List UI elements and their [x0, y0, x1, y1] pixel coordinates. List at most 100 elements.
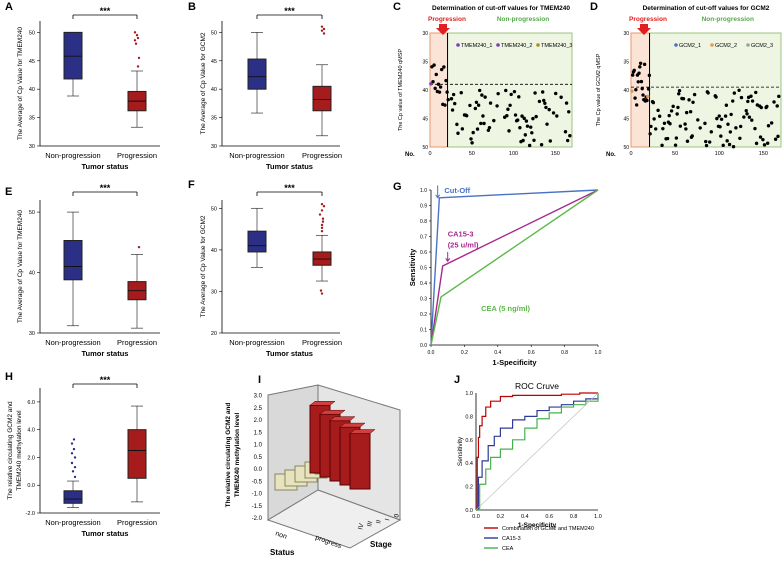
boxplot-h: -2.0 0.0 2.0 4.0 6.0 The relative circulating… [7, 375, 160, 538]
outlier-point [70, 442, 74, 445]
data-point [651, 100, 656, 105]
data-point [681, 97, 686, 101]
chart-title: Determination of cut-off values for GCM2 [643, 5, 770, 12]
x-tick-label: 0 [428, 151, 431, 157]
y-tick-label: 0.9 [420, 204, 427, 210]
data-point [429, 82, 433, 86]
y-axis-label: TMEM240 methylation level [16, 410, 23, 491]
data-point [726, 122, 730, 126]
y-axis-label: The Average of Cp Value for TMEM240 [17, 210, 24, 323]
data-point [742, 115, 746, 119]
y-tick-label: 0.6 [420, 250, 427, 256]
y-tick-label: 6.0 [27, 400, 35, 406]
data-point [512, 89, 517, 94]
legend-entry: CA15-3 [502, 536, 521, 542]
outlier-point [320, 209, 324, 212]
data-point [630, 89, 634, 93]
data-point [517, 95, 521, 99]
roc-j: ROC Cruve 0.0 0.2 0.4 0.6 0.8 1.0 0.0 0.2 0.4 0.6 0… [457, 381, 602, 552]
y-tick-label: 0.0 [420, 343, 427, 349]
data-point [492, 118, 496, 123]
data-point [690, 134, 694, 138]
data-point [714, 95, 718, 99]
panel-letter-h: H [5, 371, 13, 383]
legend-marker [710, 43, 714, 47]
legend-entry: GCM2_1 [679, 43, 701, 49]
z-tick-label: 3.0 [254, 394, 263, 400]
data-point [464, 113, 469, 118]
data-point [642, 62, 647, 67]
data-point [548, 139, 552, 143]
data-point [475, 127, 480, 131]
bar-progress-top [339, 422, 366, 428]
x-axis-label: Tumor status [82, 349, 129, 358]
data-point [504, 88, 508, 93]
outlier-point [134, 42, 138, 45]
panel-letter-g: G [393, 181, 402, 193]
legend-marker [496, 43, 500, 47]
data-point [749, 94, 753, 98]
data-point [545, 122, 549, 126]
data-point [532, 138, 536, 142]
data-point [648, 132, 652, 136]
data-point [719, 134, 723, 138]
data-point [703, 121, 707, 126]
x-tick-label: Non-progression [45, 338, 100, 347]
x-tick-label: 0.8 [561, 350, 568, 356]
legend-entry: CEA [502, 546, 514, 552]
outlier-point [318, 213, 322, 216]
data-point [657, 114, 662, 118]
data-point [772, 100, 776, 104]
x-tick-label: Non-progression [45, 151, 100, 160]
y-tick-label: 40 [29, 87, 35, 93]
data-point [506, 107, 510, 111]
boxplot-e: 30 40 50 The Average of Cp Value for TMEM24… [17, 183, 160, 358]
legend-entry: Combination of GCM2 and TMEM240 [502, 526, 594, 532]
data-point [529, 125, 533, 129]
data-point [459, 91, 463, 95]
data-point [665, 136, 670, 141]
boxplot-a: 30 35 40 45 50 The Average of Cp Value for TM… [17, 6, 160, 171]
y-tick-label: 50 [422, 145, 428, 151]
bar-progress [349, 433, 371, 490]
outlier-point [70, 452, 74, 455]
y-tick-label: 40 [623, 88, 629, 94]
data-point [754, 90, 758, 95]
data-point [480, 93, 484, 97]
data-point [676, 105, 680, 110]
data-point [483, 95, 487, 99]
z-tick-label: 1.0 [254, 443, 263, 449]
data-point [683, 122, 687, 126]
data-point [639, 79, 644, 84]
data-point [540, 90, 545, 94]
data-point [460, 127, 465, 131]
data-point [449, 97, 454, 101]
box [63, 240, 83, 281]
y-tick-label: 0.4 [420, 281, 427, 287]
x-tick-label: 0.2 [497, 514, 505, 520]
z-tick-label: 2.0 [254, 418, 263, 424]
data-point [674, 136, 679, 140]
data-point [565, 138, 570, 143]
progression-arrow-icon [637, 24, 651, 35]
x-tick-label: Progression [117, 151, 157, 160]
data-point [766, 124, 771, 128]
x-axis-label: Tumor status [266, 162, 313, 171]
x-tick-label: Progression [302, 151, 342, 160]
data-point [729, 112, 733, 117]
data-point [731, 99, 735, 103]
data-point [649, 124, 653, 129]
y-tick-label: 30 [211, 289, 217, 295]
x-axis-label: No. [606, 152, 616, 158]
data-point [667, 113, 671, 118]
data-point [640, 86, 644, 91]
chart-title: Determination of cut-off values for TMEM… [432, 5, 570, 12]
x-tick-label: 150 [551, 151, 560, 157]
data-point [765, 141, 770, 145]
non-progression-region [447, 32, 573, 148]
outlier-point [320, 223, 324, 227]
data-point [432, 63, 436, 67]
data-point [717, 114, 721, 118]
y-tick-label: -2.0 [26, 511, 35, 517]
legend-marker [536, 43, 540, 47]
